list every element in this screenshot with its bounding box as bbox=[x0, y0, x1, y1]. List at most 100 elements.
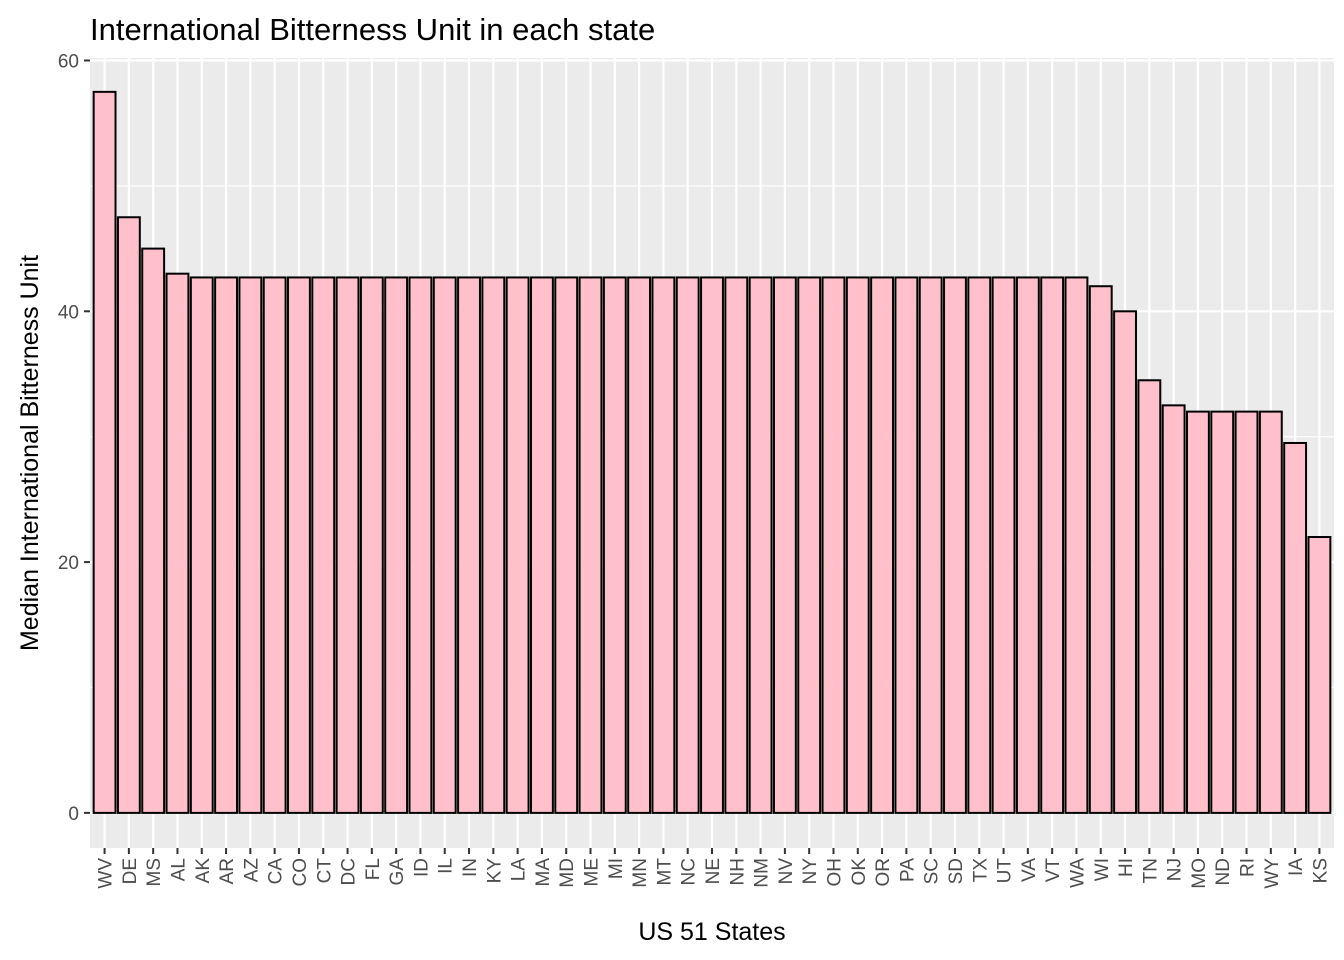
bar-ky bbox=[481, 276, 506, 814]
x-tick-label-tn: TN bbox=[1140, 858, 1161, 883]
x-tick-label-ca: CA bbox=[266, 858, 287, 885]
bar-ct bbox=[311, 276, 336, 814]
x-tick-label-mo: MO bbox=[1189, 858, 1210, 889]
bar-in bbox=[457, 276, 481, 814]
bar-wy bbox=[1258, 410, 1283, 814]
bar-ma bbox=[529, 276, 554, 814]
x-tick-label-nv: NV bbox=[776, 858, 797, 885]
bar-sd bbox=[943, 276, 967, 814]
y-tick-label: 20 bbox=[58, 553, 79, 574]
bar-nd bbox=[1210, 410, 1235, 814]
x-tick-label-ia: IA bbox=[1286, 858, 1307, 876]
bar-md bbox=[554, 276, 579, 814]
bar-ms bbox=[141, 247, 166, 814]
x-tick-label-ga: GA bbox=[387, 858, 408, 886]
bar-sc bbox=[918, 276, 943, 814]
x-tick-label-az: AZ bbox=[241, 858, 262, 883]
bar-nm bbox=[748, 276, 773, 814]
x-tick-label-mi: MI bbox=[606, 858, 627, 879]
bar-mi bbox=[602, 276, 627, 814]
x-tick-label-ct: CT bbox=[314, 858, 335, 884]
bar-me bbox=[578, 276, 603, 814]
x-tick-label-ms: MS bbox=[144, 858, 165, 887]
bar-az bbox=[238, 276, 263, 814]
x-tick-label-ny: NY bbox=[800, 858, 821, 885]
x-tick-label-al: AL bbox=[168, 858, 189, 881]
bar-dc bbox=[335, 276, 360, 814]
x-tick-label-ut: UT bbox=[995, 858, 1016, 884]
x-tick-label-dc: DC bbox=[339, 858, 360, 885]
bar-co bbox=[287, 276, 311, 814]
bar-ri bbox=[1234, 410, 1259, 814]
x-tick-label-mt: MT bbox=[654, 858, 675, 886]
bar-ut bbox=[991, 276, 1016, 814]
x-tick-label-ne: NE bbox=[703, 858, 724, 884]
x-tick-label-oh: OH bbox=[824, 858, 845, 887]
bar-wa bbox=[1064, 276, 1089, 814]
bar-ne bbox=[700, 276, 724, 814]
bar-ny bbox=[797, 276, 822, 814]
x-tick-label-la: LA bbox=[509, 858, 530, 882]
x-tick-label-wa: WA bbox=[1067, 858, 1088, 888]
bar-wi bbox=[1088, 285, 1113, 814]
x-tick-label-ok: OK bbox=[849, 858, 870, 886]
x-tick-label-md: MD bbox=[557, 858, 578, 888]
x-tick-label-nm: NM bbox=[752, 858, 773, 888]
bar-ks bbox=[1307, 536, 1332, 814]
x-tick-label-or: OR bbox=[873, 858, 894, 887]
bar-tx bbox=[967, 276, 992, 814]
x-tick-label-ks: KS bbox=[1310, 858, 1331, 883]
bar-nv bbox=[772, 276, 797, 814]
bar-nc bbox=[675, 276, 700, 814]
bar-hi bbox=[1113, 310, 1137, 814]
bar-la bbox=[505, 276, 530, 814]
bar-id bbox=[408, 276, 433, 814]
bar-va bbox=[1015, 276, 1040, 814]
x-tick-label-ky: KY bbox=[484, 858, 505, 884]
bar-ia bbox=[1283, 441, 1308, 814]
x-tick-label-me: ME bbox=[582, 858, 603, 887]
bar-ak bbox=[189, 276, 214, 814]
x-tick-label-hi: HI bbox=[1116, 858, 1137, 877]
x-axis-title: US 51 States bbox=[638, 918, 785, 946]
x-tick-label-nj: NJ bbox=[1165, 858, 1186, 881]
y-tick-label: 40 bbox=[58, 302, 79, 323]
bar-or bbox=[870, 276, 895, 814]
x-tick-label-nc: NC bbox=[679, 858, 700, 885]
bar-ga bbox=[384, 276, 409, 814]
bar-pa bbox=[894, 276, 919, 814]
bar-mn bbox=[627, 276, 652, 814]
x-tick-label-wi: WI bbox=[1092, 858, 1113, 881]
x-tick-label-ak: AK bbox=[193, 858, 214, 884]
x-tick-label-nh: NH bbox=[727, 858, 748, 885]
bar-wv bbox=[92, 90, 117, 814]
x-tick-label-ma: MA bbox=[533, 858, 554, 887]
x-tick-label-tx: TX bbox=[970, 858, 991, 883]
y-tick-label: 60 bbox=[58, 52, 79, 73]
bar-ca bbox=[262, 276, 287, 814]
bar-al bbox=[165, 272, 190, 814]
bar-nh bbox=[724, 276, 749, 814]
bar-de bbox=[116, 216, 141, 814]
x-tick-label-de: DE bbox=[120, 858, 141, 884]
y-axis-title: Median International Bitterness Unit bbox=[16, 255, 44, 651]
y-tick-label: 0 bbox=[68, 804, 79, 825]
x-tick-label-vt: VT bbox=[1043, 858, 1064, 883]
bar-oh bbox=[821, 276, 846, 814]
bars bbox=[92, 90, 1332, 814]
x-tick-label-il: IL bbox=[436, 858, 457, 874]
bar-vt bbox=[1040, 276, 1065, 814]
x-tick-label-va: VA bbox=[1019, 858, 1040, 882]
x-tick-label-ar: AR bbox=[217, 858, 238, 884]
bar-fl bbox=[359, 276, 384, 814]
x-tick-label-wy: WY bbox=[1262, 858, 1283, 889]
bar-ok bbox=[845, 276, 870, 814]
x-tick-label-sc: SC bbox=[922, 858, 943, 884]
x-tick-label-nd: ND bbox=[1213, 858, 1234, 885]
chart-title: International Bitterness Unit in each st… bbox=[90, 12, 656, 47]
x-tick-label-mn: MN bbox=[630, 858, 651, 888]
x-tick-label-co: CO bbox=[290, 858, 311, 887]
